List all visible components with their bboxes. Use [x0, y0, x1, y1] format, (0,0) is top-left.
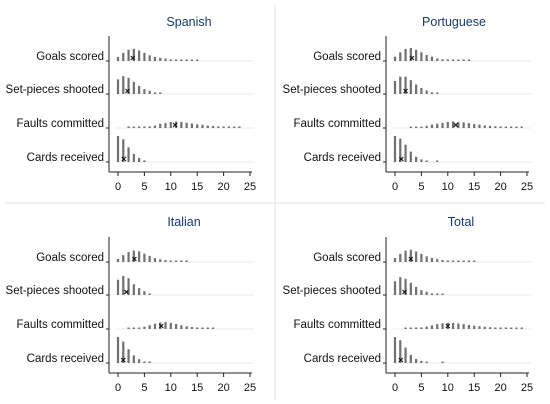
mean-marker: [130, 55, 136, 61]
x-tick-label: 10: [165, 382, 177, 394]
panel-title: Portuguese: [422, 15, 486, 29]
panel-spanish: Spanish Goals scored Set-pieces shooted …: [6, 15, 257, 193]
mean-marker: [398, 156, 404, 162]
x-tick-label: 15: [191, 181, 203, 193]
panel-title: Spanish: [166, 15, 211, 29]
row-label: Set-pieces shooted: [283, 84, 381, 96]
mean-marker: [124, 289, 129, 295]
mean-marker: [408, 256, 414, 262]
x-tick-label: 15: [191, 382, 203, 394]
x-tick-label: 15: [468, 382, 480, 394]
x-tick-label: 20: [494, 382, 506, 394]
panel-portuguese: Portuguese Goals scored Set-pieces shoot…: [283, 15, 534, 193]
panel-total: Total Goals scored Set-pieces shooted Fa…: [283, 215, 534, 394]
mean-marker: [398, 357, 404, 363]
mean-marker: [445, 323, 451, 329]
x-tick-label: 0: [115, 382, 121, 394]
x-tick-label: 15: [468, 181, 480, 193]
row-label: Set-pieces shooted: [6, 84, 104, 96]
x-tick-label: 25: [521, 382, 533, 394]
x-tick-label: 25: [244, 181, 256, 193]
row-label: Faults committed: [293, 118, 381, 130]
mean-marker: [453, 122, 459, 128]
x-tick-label: 0: [392, 382, 398, 394]
row-label: Cards received: [27, 353, 104, 365]
row-label: Faults committed: [293, 319, 381, 331]
x-tick-label: 25: [521, 181, 533, 193]
mean-marker: [158, 323, 164, 329]
x-tick-label: 10: [442, 181, 454, 193]
row-label: Cards received: [27, 152, 104, 164]
x-tick-label: 0: [392, 181, 398, 193]
row-label: Set-pieces shooted: [6, 285, 104, 297]
row-label: Cards received: [304, 152, 381, 164]
mean-marker: [172, 122, 178, 128]
x-tick-label: 5: [141, 181, 147, 193]
mean-marker: [121, 156, 127, 162]
mean-marker: [120, 357, 126, 363]
x-tick-label: 20: [217, 181, 229, 193]
row-label: Goals scored: [36, 252, 104, 264]
x-tick-label: 20: [217, 382, 229, 394]
row-label: Goals scored: [313, 252, 381, 264]
panel-italian: Italian Goals scored Set-pieces shooted …: [6, 215, 257, 394]
x-tick-label: 25: [244, 382, 256, 394]
x-tick-label: 10: [442, 382, 454, 394]
x-tick-label: 20: [494, 181, 506, 193]
mean-marker: [125, 88, 130, 94]
mean-marker: [403, 88, 408, 94]
row-label: Set-pieces shooted: [283, 285, 381, 297]
row-label: Goals scored: [36, 51, 104, 63]
x-tick-label: 5: [418, 181, 424, 193]
x-tick-label: 0: [115, 181, 121, 193]
x-tick-label: 10: [165, 181, 177, 193]
row-label: Faults committed: [16, 319, 104, 331]
mean-marker: [402, 289, 407, 295]
x-tick-label: 5: [141, 382, 147, 394]
row-label: Faults committed: [16, 118, 104, 130]
panel-title: Total: [448, 215, 474, 229]
row-label: Goals scored: [313, 51, 381, 63]
panel-title: Italian: [167, 215, 200, 229]
row-label: Cards received: [304, 353, 381, 365]
x-tick-label: 5: [418, 382, 424, 394]
mean-marker: [131, 256, 137, 262]
mean-marker: [409, 55, 415, 61]
